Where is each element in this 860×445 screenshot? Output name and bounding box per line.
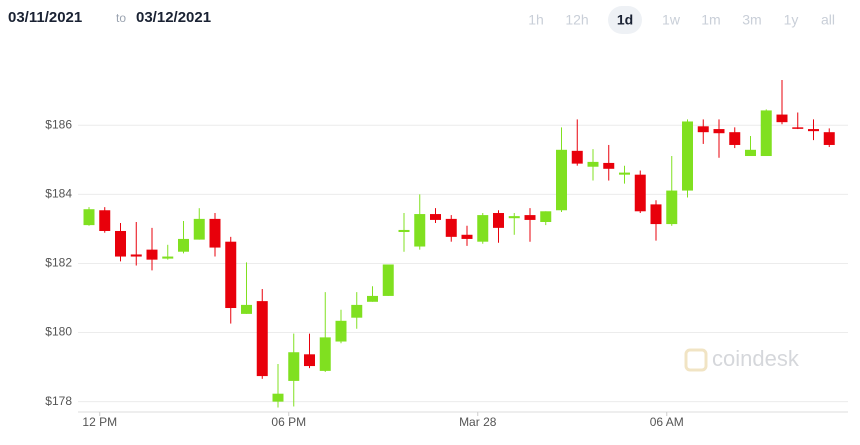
candle-body xyxy=(178,238,189,252)
candle-body xyxy=(571,150,583,164)
candle-body xyxy=(351,304,363,318)
candle-body xyxy=(414,214,426,247)
candle-body xyxy=(587,161,599,167)
y-tick-label: $186 xyxy=(45,117,72,131)
range-button[interactable]: all xyxy=(821,12,835,28)
candle-body xyxy=(808,129,819,132)
range-button[interactable]: 1m xyxy=(701,12,720,28)
range-button[interactable]: 3m xyxy=(742,12,761,28)
candle-body xyxy=(792,127,804,129)
candle-body xyxy=(146,249,158,260)
candle-body xyxy=(477,215,489,242)
candle-body xyxy=(382,264,394,296)
candle-body xyxy=(697,126,709,133)
candle-body xyxy=(745,149,756,157)
y-tick-label: $182 xyxy=(45,256,72,270)
candle-body xyxy=(256,301,268,377)
candle-body xyxy=(241,304,252,314)
candle-body xyxy=(225,241,237,309)
candle-body xyxy=(115,230,126,257)
candle-body xyxy=(713,129,725,134)
range-button[interactable]: 1h xyxy=(528,12,544,28)
candle-body xyxy=(619,172,630,175)
candle-body xyxy=(304,354,315,367)
watermark: coindesk xyxy=(684,346,800,372)
candle-body xyxy=(193,218,205,240)
range-button[interactable]: 1y xyxy=(784,12,799,28)
candle-body xyxy=(682,121,693,191)
x-tick-label: 12 PM xyxy=(82,415,117,429)
candle-body xyxy=(461,234,473,239)
candle-body xyxy=(83,209,95,226)
candle-body xyxy=(776,114,788,123)
candle-body xyxy=(99,210,111,231)
candle-body xyxy=(508,216,520,219)
watermark-logo xyxy=(684,348,708,372)
candle-body xyxy=(524,215,536,220)
candle-body xyxy=(288,352,300,381)
range-button[interactable]: 1d xyxy=(617,12,633,28)
x-tick-label: Mar 28 xyxy=(459,415,497,429)
date-separator: to xyxy=(116,11,126,25)
date-from: 03/11/2021 xyxy=(8,9,82,26)
candle-body xyxy=(760,110,772,157)
candle-body xyxy=(130,254,142,257)
candle-body xyxy=(367,295,378,302)
candle-body xyxy=(493,213,504,228)
candle-body xyxy=(729,132,741,145)
candle-body xyxy=(650,204,662,225)
watermark-text: coindesk xyxy=(712,346,800,371)
x-tick-label: 06 PM xyxy=(271,415,306,429)
candle-body xyxy=(634,174,646,212)
candle-body xyxy=(666,190,678,225)
candle-body xyxy=(209,218,221,248)
candle-body xyxy=(540,211,552,222)
candle-body xyxy=(335,320,347,342)
candle-body xyxy=(430,214,441,220)
candle-body xyxy=(556,149,567,211)
candle-body xyxy=(272,393,284,402)
x-tick-label: 06 AM xyxy=(650,415,684,429)
range-button[interactable]: 12h xyxy=(565,12,588,28)
range-button[interactable]: 1w xyxy=(662,12,681,28)
range-highlight xyxy=(608,6,642,34)
candle-body xyxy=(162,256,174,259)
candle-body xyxy=(319,337,331,371)
candle-body xyxy=(823,132,835,145)
y-tick-label: $178 xyxy=(45,394,72,408)
date-to: 03/12/2021 xyxy=(136,9,211,26)
y-tick-label: $184 xyxy=(45,187,72,201)
y-tick-label: $180 xyxy=(45,325,72,339)
candle-body xyxy=(398,229,410,233)
candle-body xyxy=(603,162,615,169)
candle-body xyxy=(445,218,457,237)
